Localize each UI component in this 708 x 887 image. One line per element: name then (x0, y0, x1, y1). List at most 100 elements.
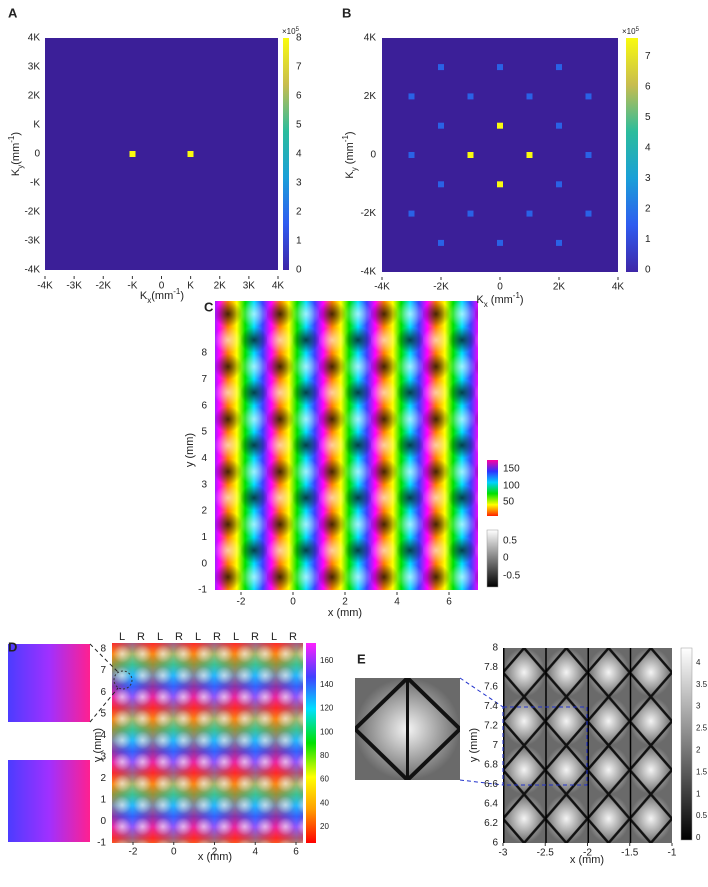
y-tick-label: 6.8 (484, 760, 498, 771)
y-tick-label: 7 (201, 374, 207, 385)
label-unit: (mm (344, 142, 356, 167)
colorbar-tick-label: 140 (320, 680, 334, 689)
y-tick-label: 8 (201, 348, 207, 359)
y-tick-label: 2K (28, 91, 41, 102)
zoom-box (502, 706, 588, 786)
label-main: K (140, 290, 148, 302)
peak-weak (438, 122, 444, 129)
y-tick-label: 4K (28, 33, 41, 44)
colorbar-tick-label: 0 (645, 265, 651, 276)
y-tick-label: 6.4 (484, 799, 498, 810)
peak-weak (438, 64, 444, 71)
colorbar-tick-label: 0 (696, 833, 701, 842)
y-tick-label: 6 (492, 838, 498, 849)
label-close: ) (10, 132, 22, 136)
peak-strong (467, 152, 474, 158)
peak-weak (585, 152, 592, 158)
x-tick-label: -1.5 (621, 848, 639, 859)
x-tick-label: -2 (237, 597, 246, 608)
y-tick-label: 6.6 (484, 779, 498, 790)
y-tick-label: 8 (492, 643, 498, 654)
colorbar-tick-label: 4 (696, 658, 701, 667)
label-unit: (mm (10, 143, 22, 165)
x-tick-label: -3 (499, 848, 508, 859)
colorbar-tick-label: 100 (320, 727, 334, 736)
lr-label: L (233, 631, 239, 643)
y-label: Ky(mm-1) (7, 132, 25, 176)
peak-weak (556, 122, 562, 129)
colorbar-tick-label: 0.5 (696, 811, 708, 820)
x-tick-label: -3K (66, 281, 82, 292)
x-tick-label: -1 (668, 848, 677, 859)
peak-weak (497, 239, 503, 246)
y-tick-label: 7.8 (484, 662, 498, 673)
y-label: y (mm) (468, 728, 480, 762)
zoom-line (459, 779, 504, 786)
peak-weak (467, 210, 474, 217)
lr-label: R (251, 631, 259, 643)
y-tick-label: 2 (201, 506, 207, 517)
x-label: x (mm) (198, 851, 232, 863)
x-tick-label: 4K (272, 281, 285, 292)
x-label: x (mm) (328, 607, 362, 619)
heatmap-b (382, 38, 618, 272)
exponent-base: ×10 (282, 27, 296, 36)
y-tick-label: 4 (100, 730, 106, 741)
x-tick-label: -2 (129, 847, 138, 858)
inset-d-top (8, 644, 90, 722)
x-tick-label: 2 (212, 847, 218, 858)
peak-strong (497, 122, 503, 129)
y-tick-label: 5 (201, 427, 207, 438)
x-tick-label: 2K (214, 281, 227, 292)
colorbar-tick-label: 40 (320, 798, 329, 807)
y-tick-label: 0 (370, 150, 376, 161)
colorbar-b (626, 38, 638, 272)
map-d-blobs (112, 643, 303, 843)
x-tick-label: 3K (243, 281, 256, 292)
peak-weak (526, 93, 533, 100)
colorbar-a (283, 38, 289, 270)
y-tick-label: 6 (201, 400, 207, 411)
lr-label: L (119, 631, 125, 643)
peak-weak (556, 181, 562, 188)
peak-weak (556, 239, 562, 246)
colorbar-tick-label: 3 (696, 702, 701, 711)
label-sub: y (16, 165, 25, 169)
y-tick-label: 0 (34, 149, 40, 160)
colorbar-tick-label: 120 (320, 704, 334, 713)
label-main: K (10, 168, 22, 176)
x-tick-label: -4K (37, 281, 53, 292)
y-tick-label: 0 (201, 558, 207, 569)
peak-weak (585, 210, 592, 217)
peak (187, 151, 194, 157)
colorbar-tick-label: 1 (645, 234, 651, 245)
y-tick-label: 4K (364, 33, 377, 44)
panel-label: B (342, 5, 351, 20)
label-main: K (344, 171, 356, 179)
y-tick-label: 6 (100, 687, 106, 698)
colorbar-tick-label: 80 (320, 751, 329, 760)
y-tick-label: 7.4 (484, 701, 498, 712)
x-tick-label: 6 (293, 847, 299, 858)
label-main: K (476, 294, 484, 306)
y-tick-label: 7 (492, 740, 498, 751)
y-label: Ky (mm-1) (341, 131, 359, 178)
colorbar-tick-label: 6 (296, 91, 302, 102)
peak-weak (408, 152, 415, 158)
colorbar-tick-label: 2.5 (696, 724, 708, 733)
colorbar-tick-label: 1 (296, 236, 302, 247)
colorbar-exponent: ×105 (622, 27, 640, 37)
colorbar-tick-label: 4 (645, 143, 651, 154)
colorbar-tick-label: 2 (645, 204, 651, 215)
x-tick-label: -2K (95, 281, 111, 292)
peak-weak (467, 93, 474, 100)
x-tick-label: -2.5 (537, 848, 555, 859)
y-tick-label: 5 (100, 708, 106, 719)
colorbar-c-gray (486, 529, 499, 588)
x-tick-label: 2 (342, 597, 348, 608)
y-tick-label: 1 (201, 532, 207, 543)
exponent-power: 5 (636, 27, 640, 33)
x-tick-label: 6 (446, 597, 452, 608)
lr-label: L (157, 631, 163, 643)
